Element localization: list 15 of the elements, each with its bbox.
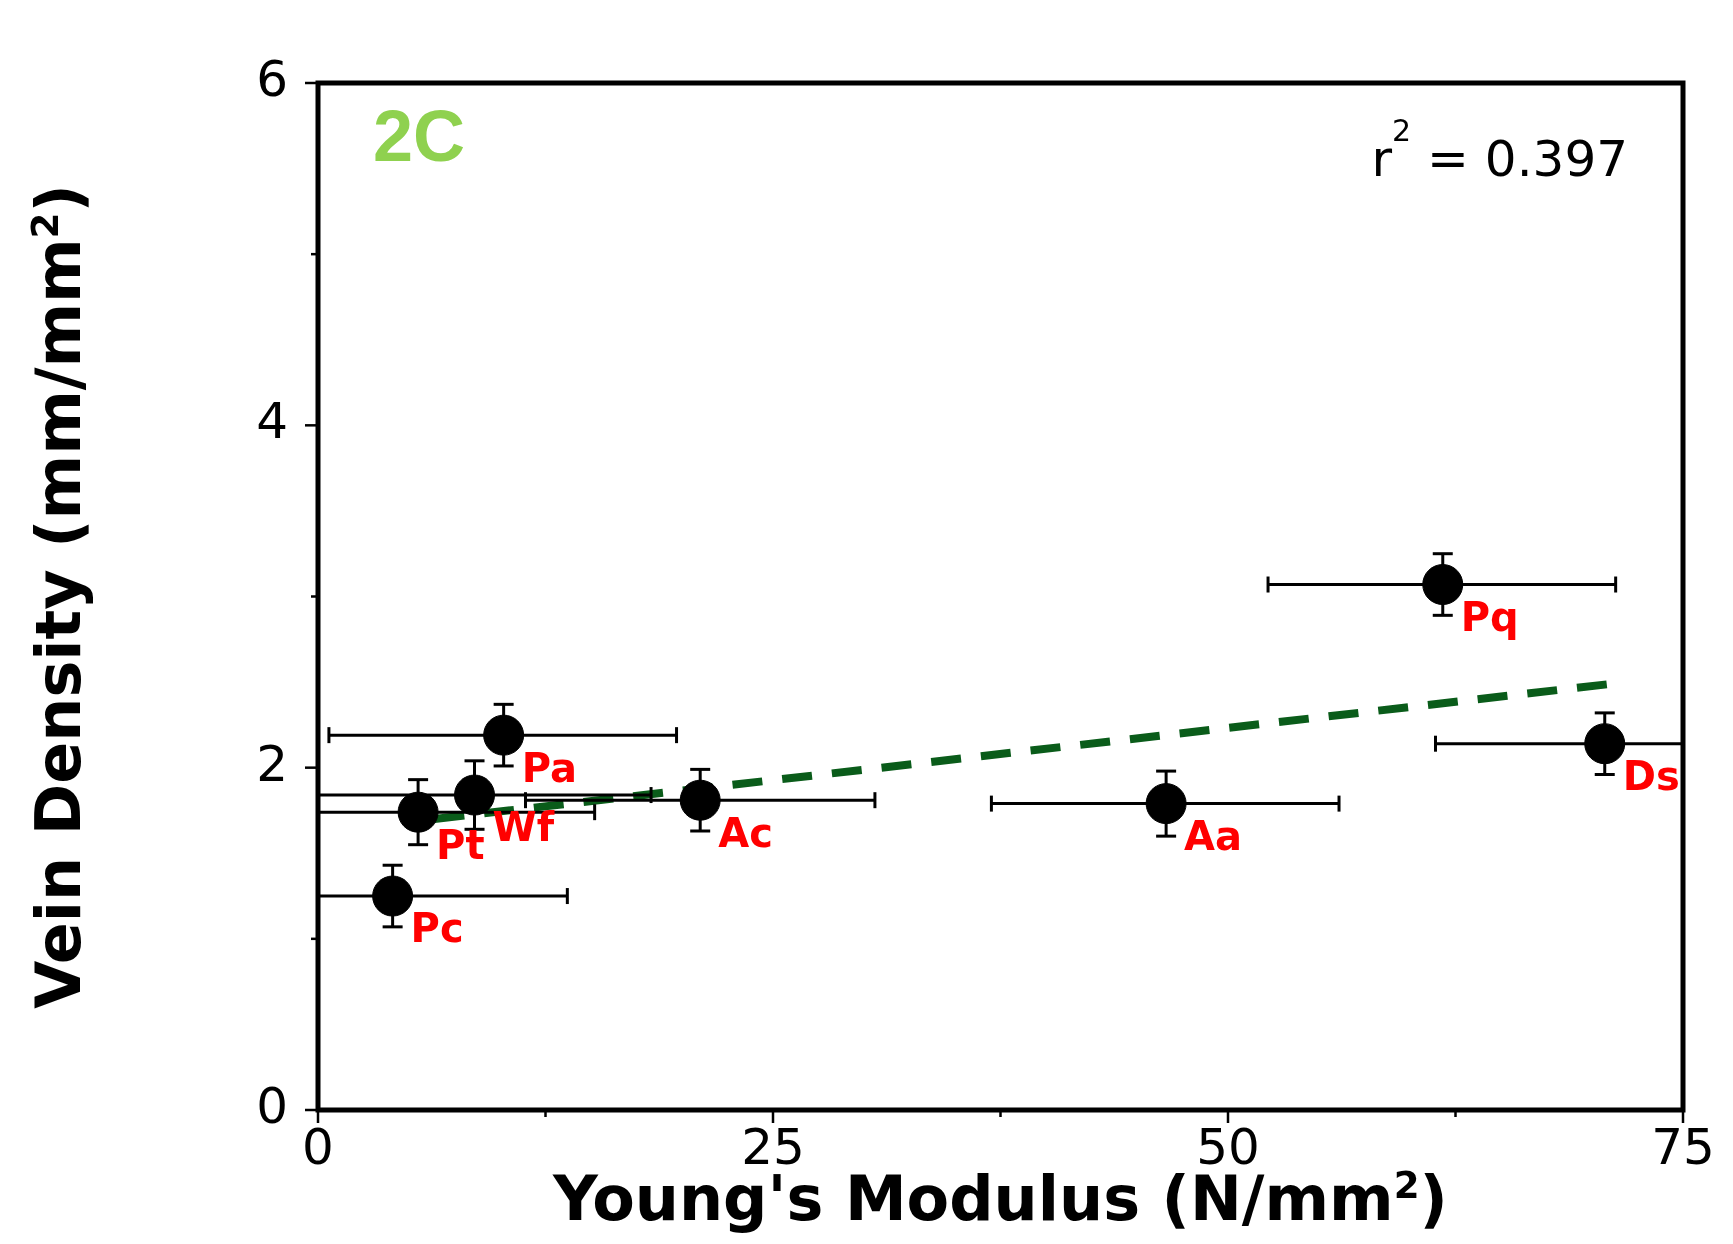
annotation: Ac — [718, 809, 773, 856]
x-tick-label: 75 — [1651, 1117, 1715, 1176]
y-tick-label: 6 — [256, 49, 288, 108]
annotation: Aa — [1184, 813, 1243, 859]
annotation: Pt — [436, 821, 485, 868]
y-tick-label: 4 — [256, 392, 288, 451]
x-tick-label: 0 — [302, 1117, 334, 1176]
annotation: Pa — [521, 744, 577, 791]
annotation: Pc — [410, 905, 464, 952]
annotation: Ds — [1622, 753, 1680, 800]
annotation: Wf — [492, 804, 555, 851]
y-tick-label: 0 — [256, 1076, 288, 1135]
y-tick-label: 2 — [256, 734, 288, 793]
annotation: 2C — [373, 95, 466, 176]
annotation: Pq — [1460, 593, 1519, 640]
